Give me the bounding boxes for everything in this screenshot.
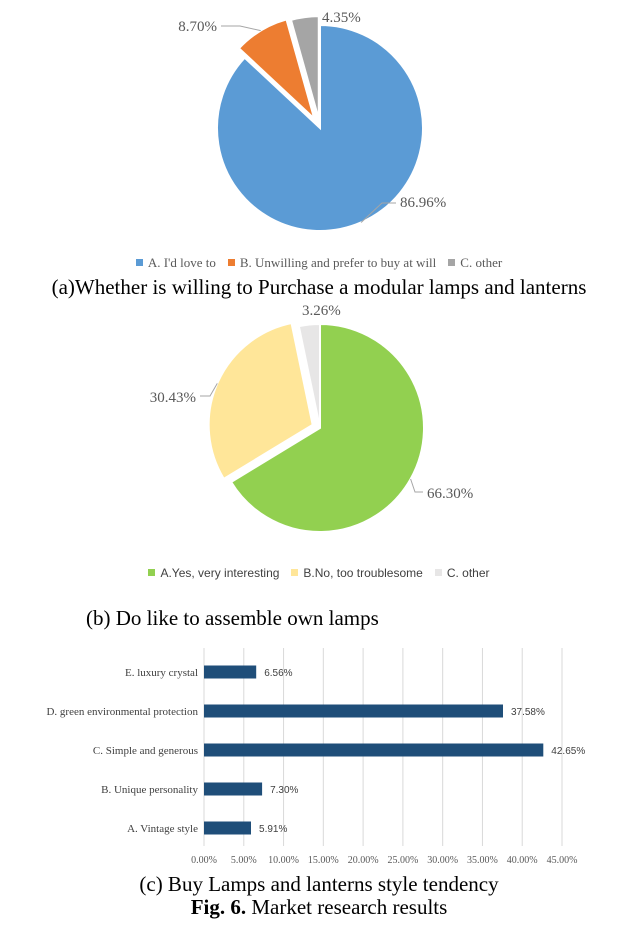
legend-label: A. I'd love to <box>147 254 216 270</box>
leader-line-b-no-too-troublesome <box>200 383 218 397</box>
figure-title: Market research results <box>246 895 448 919</box>
x-tick-label: 35.00% <box>467 855 498 866</box>
data-label-b-no-too-troublesome: 30.43% <box>150 390 196 406</box>
x-tick-label: 45.00% <box>547 855 578 866</box>
legend-item-a-yes-very-interesting: A.Yes, very interesting <box>148 566 279 580</box>
leader-line-a-i-d-love-to <box>360 202 396 223</box>
value-label: 6.56% <box>264 668 292 679</box>
bar-d-green-environmental-protection <box>204 704 503 718</box>
leader-line-a-yes-very-interesting <box>410 478 423 493</box>
figure-caption: Fig. 6. Market research results <box>0 895 638 920</box>
legend-label: B. Unwilling and prefer to buy at will <box>239 254 437 270</box>
leader-line-b-unwilling-and-prefer-to-buy-at-will <box>221 25 261 32</box>
data-label-b-unwilling-and-prefer-to-buy-at-will: 8.70% <box>178 19 217 35</box>
legend-a: A. I'd love to B. Unwilling and prefer to… <box>0 254 638 271</box>
legend-label: A.Yes, very interesting <box>160 565 280 580</box>
caption-b: (b) Do like to assemble own lamps <box>86 606 379 630</box>
category-label: D. green environmental protection <box>46 706 198 718</box>
legend-item-c-other: C. other <box>434 565 490 580</box>
category-label: A. Vintage style <box>127 823 198 835</box>
legend-swatch <box>148 569 156 576</box>
x-tick-label: 20.00% <box>348 855 379 866</box>
value-label: 7.30% <box>270 785 298 796</box>
pie-slice-c-other <box>297 322 321 429</box>
category-label: E. luxury crystal <box>125 667 198 679</box>
legend-item-a-i-d-love-to: A. I'd love to <box>135 254 216 271</box>
caption-a: (a)Whether is willing to Purchase a modu… <box>51 275 587 299</box>
legend-swatch <box>434 569 442 576</box>
data-label-a-i-d-love-to: 86.96% <box>400 195 446 211</box>
legend-label: B.No, too troublesome <box>303 565 423 580</box>
x-tick-label: 10.00% <box>268 855 299 866</box>
pie-slice-c-other <box>289 15 320 120</box>
value-label: 42.65% <box>551 746 585 757</box>
pie-slice-b-no-too-troublesome <box>207 321 314 481</box>
pie-slice-a-yes-very-interesting <box>229 322 425 533</box>
x-tick-label: 5.00% <box>231 855 257 866</box>
bar-c-simple-and-generous <box>204 743 544 757</box>
legend-item-b-no-too-troublesome: B.No, too troublesome <box>291 565 423 580</box>
legend-item-b-unwilling-and-prefer-to-buy-at-will: B. Unwilling and prefer to buy at will <box>227 254 437 271</box>
x-tick-label: 0.00% <box>191 855 217 866</box>
bar-e-luxury-crystal <box>204 665 257 679</box>
data-label-c-other: 3.26% <box>302 303 341 319</box>
legend-swatch <box>291 569 299 576</box>
figure-label: Fig. 6. <box>190 895 247 919</box>
category-label: B. Unique personality <box>101 784 198 796</box>
x-tick-label: 30.00% <box>427 855 458 866</box>
x-tick-label: 15.00% <box>308 855 339 866</box>
legend-label: C. other <box>446 565 490 580</box>
data-label-c-other: 4.35% <box>322 10 361 26</box>
legend-b: A.Yes, very interesting B.No, too trouble… <box>0 565 638 580</box>
pie-chart-b: 66.30% 30.43% 3.26% <box>150 303 473 533</box>
x-tick-label: 40.00% <box>507 855 538 866</box>
pie-slice-b-unwilling-and-prefer-to-buy-at-will <box>237 18 317 122</box>
legend-swatch <box>448 259 456 266</box>
bar-a-vintage-style <box>204 821 251 835</box>
bar-chart-c: 0.00% 5.00% 10.00% 15.00% 20.00% 25.00% 30.00%… <box>46 648 585 866</box>
value-label: 37.58% <box>511 707 545 718</box>
pie-chart-a: 86.96% 8.70% 4.35% <box>178 10 446 232</box>
category-label: C. Simple and generous <box>93 745 198 757</box>
x-tick-label: 25.00% <box>387 855 418 866</box>
bar-b-unique-personality <box>204 782 263 796</box>
data-label-a-yes-very-interesting: 66.30% <box>427 486 473 502</box>
legend-label: C. other <box>460 254 503 270</box>
caption-c: (c) Buy Lamps and lanterns style tendenc… <box>139 872 499 896</box>
legend-swatch <box>227 259 235 266</box>
legend-item-c-other: C. other <box>448 255 502 271</box>
legend-swatch <box>135 259 143 266</box>
value-label: 5.91% <box>259 824 287 835</box>
